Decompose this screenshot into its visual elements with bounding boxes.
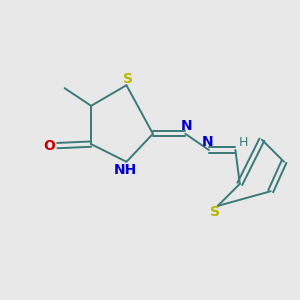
Text: O: O	[43, 139, 55, 153]
Text: N: N	[202, 135, 213, 149]
Text: NH: NH	[113, 163, 136, 177]
Text: H: H	[239, 136, 248, 149]
Text: S: S	[123, 72, 133, 86]
Text: N: N	[181, 119, 193, 133]
Text: S: S	[210, 206, 220, 219]
